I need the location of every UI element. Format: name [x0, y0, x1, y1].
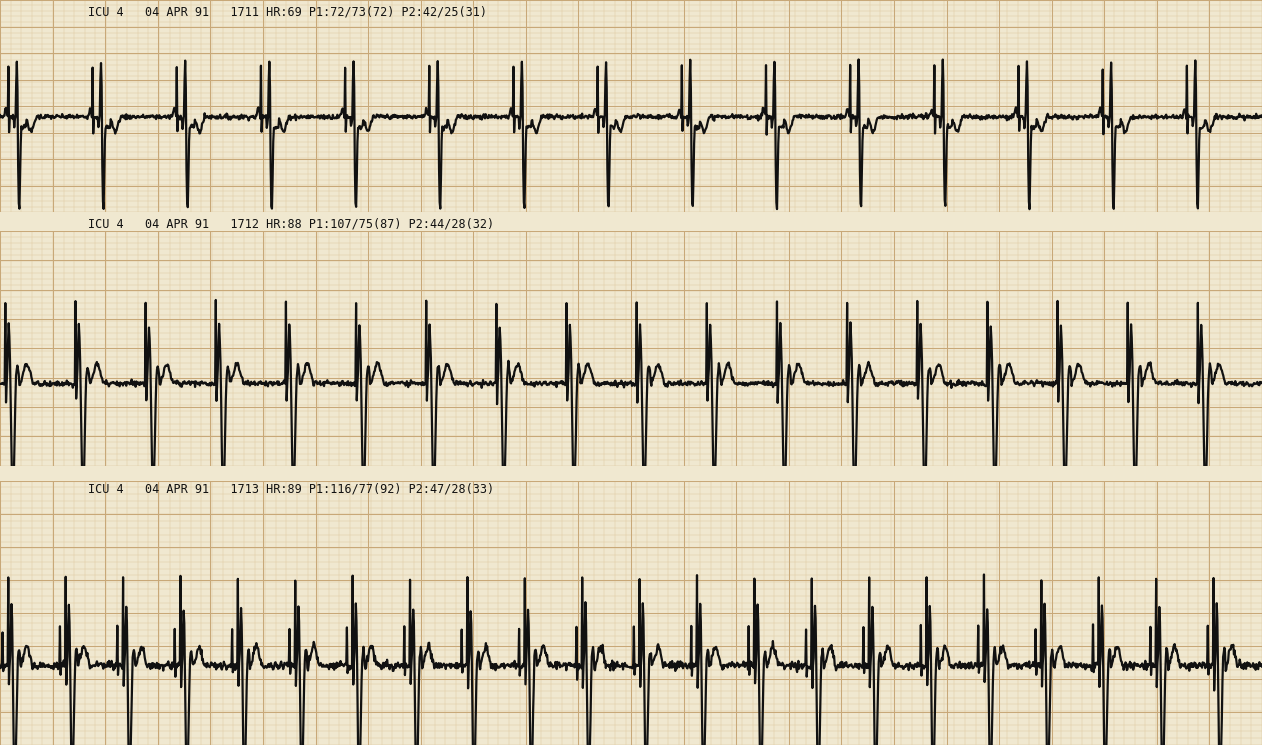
Text: ICU 4   04 APR 91   1713 HR:89 P1:116/77(92) P2:47/28(33): ICU 4 04 APR 91 1713 HR:89 P1:116/77(92)… [88, 482, 495, 495]
Text: ICU 4   04 APR 91   1711 HR:69 P1:72/73(72) P2:42/25(31): ICU 4 04 APR 91 1711 HR:69 P1:72/73(72) … [88, 5, 487, 18]
Text: ICU 4   04 APR 91   1712 HR:88 P1:107/75(87) P2:44/28(32): ICU 4 04 APR 91 1712 HR:88 P1:107/75(87)… [88, 218, 495, 230]
